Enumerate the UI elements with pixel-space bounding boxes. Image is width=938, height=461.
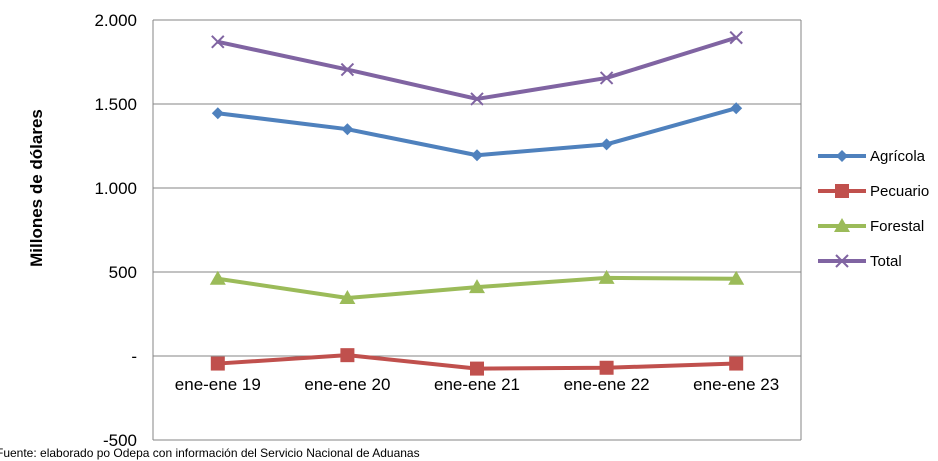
y-tick-label: 1.500	[94, 95, 137, 114]
gridlines	[152, 19, 802, 441]
data-point-agricola	[730, 102, 743, 115]
series-pecuario	[210, 348, 744, 376]
series-line-total	[217, 35, 737, 101]
x-tick-label: ene-ene 19	[175, 375, 261, 394]
data-point-forestal	[469, 279, 485, 294]
data-point-forestal	[209, 270, 226, 285]
data-point-pecuario	[340, 348, 355, 363]
legend-item-total: Total	[818, 253, 902, 270]
legend-marker	[835, 184, 849, 198]
y-tick-label: 500	[109, 263, 137, 282]
data-point-pecuario	[470, 361, 484, 376]
data-point-total	[211, 35, 225, 49]
data-point-pecuario	[210, 356, 225, 371]
x-tick-label: ene-ene 22	[564, 375, 650, 394]
data-point-agricola	[600, 138, 613, 151]
data-point-agricola	[471, 149, 483, 162]
legend-marker	[835, 254, 849, 268]
data-point-agricola	[341, 123, 354, 136]
data-point-total	[470, 92, 484, 106]
series-total	[211, 30, 743, 106]
y-tick-label: -	[131, 347, 137, 366]
y-tick-label: 2.000	[94, 11, 137, 30]
legend-marker	[834, 218, 850, 232]
legend-label: Pecuario	[870, 183, 929, 200]
x-axis-ticks: ene-ene 19 ene-ene 20 ene-ene 21 ene-ene 22…	[175, 375, 779, 394]
series-line-agricola	[217, 106, 737, 158]
legend-item-forestal: Forestal	[818, 218, 924, 235]
legend-marker	[836, 150, 848, 162]
series-group	[209, 30, 745, 376]
x-tick-label: ene-ene 21	[434, 375, 520, 394]
series-forestal	[209, 269, 745, 305]
y-tick-label: -500	[103, 431, 137, 450]
data-point-total	[729, 30, 743, 45]
y-tick-label: 1.000	[94, 179, 137, 198]
legend-item-pecuario: Pecuario	[818, 183, 929, 200]
data-point-total	[599, 71, 614, 85]
legend-item-agricola: Agrícola	[818, 148, 926, 165]
source-footnote: Fuente: elaborado po Odepa con informaci…	[0, 446, 420, 460]
legend-label: Total	[870, 253, 902, 270]
y-axis-ticks: 2.000 1.500 1.000 500 - -500	[94, 11, 137, 450]
legend-label: Agrícola	[870, 148, 926, 165]
series-agricola	[211, 102, 743, 162]
data-point-pecuario	[599, 360, 614, 375]
x-tick-label: ene-ene 20	[304, 375, 390, 394]
data-point-forestal	[598, 269, 615, 284]
x-tick-label: ene-ene 23	[693, 375, 779, 394]
data-point-pecuario	[729, 356, 744, 371]
data-point-agricola	[211, 107, 224, 120]
data-point-total	[340, 62, 355, 77]
data-point-forestal	[339, 290, 356, 305]
data-point-forestal	[728, 270, 745, 285]
y-axis-label: Millones de dólares	[27, 109, 46, 267]
legend: Agrícola Pecuario Forestal Total	[818, 148, 929, 270]
legend-label: Forestal	[870, 218, 924, 235]
